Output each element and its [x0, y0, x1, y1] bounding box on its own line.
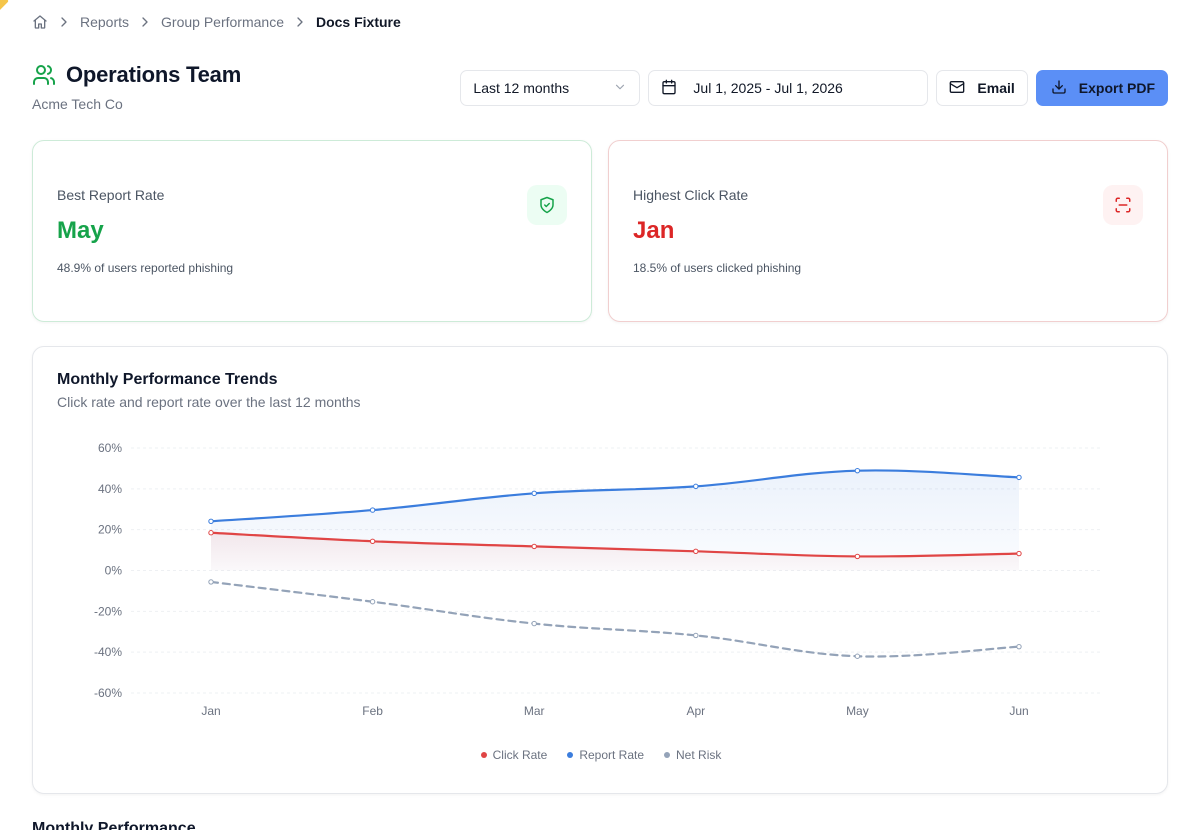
email-button[interactable]: Email	[936, 70, 1028, 106]
series-line-click-rate	[209, 531, 1021, 558]
toolbar: Last 12 months Jul 1, 2025 - Jul 1, 2026…	[460, 70, 1168, 106]
legend-dot	[567, 752, 574, 758]
data-point-net-risk	[854, 653, 861, 659]
legend-label: Click Rate	[492, 748, 548, 762]
export-pdf-label: Export PDF	[1078, 80, 1155, 96]
series-line-report-rate	[209, 469, 1021, 523]
breadcrumb: Reports Group Performance Docs Fixture	[32, 12, 401, 32]
x-tick-label: Jun	[1009, 704, 1028, 718]
data-point-click-rate	[208, 530, 214, 536]
breadcrumb-reports[interactable]: Reports	[80, 14, 130, 30]
data-point-report-rate	[854, 467, 861, 474]
x-tick-label: Mar	[524, 704, 545, 718]
home-icon[interactable]	[32, 14, 48, 30]
x-tick-label: Jan	[201, 704, 220, 718]
monthly-trends-card: Monthly Performance Trends Click rate an…	[32, 346, 1168, 794]
chart-title: Monthly Performance Trends	[57, 371, 278, 388]
download-icon	[1051, 79, 1067, 98]
export-pdf-button[interactable]: Export PDF	[1035, 70, 1168, 106]
chevron-right-icon	[137, 14, 153, 30]
y-tick-label: 40%	[98, 482, 122, 496]
page-header: Operations Team Acme Tech Co	[32, 62, 241, 112]
highest-click-rate-value: Jan	[633, 217, 675, 244]
series-line-net-risk	[209, 580, 1021, 658]
y-tick-label: 0%	[105, 564, 123, 578]
legend-dot	[664, 752, 671, 758]
legend-item-report-rate[interactable]: Report Rate	[567, 748, 644, 762]
x-tick-label: May	[846, 704, 869, 718]
data-point-report-rate	[693, 483, 699, 490]
chart-legend: Click Rate Report Rate Net Risk	[33, 748, 1169, 762]
series-area-report-rate	[211, 470, 1019, 571]
page-title: Operations Team	[66, 62, 242, 87]
data-point-net-risk	[531, 620, 537, 627]
breadcrumb-group-performance[interactable]: Group Performance	[161, 14, 284, 30]
calendar-icon	[661, 79, 677, 98]
data-point-report-rate	[369, 507, 376, 513]
data-point-click-rate	[531, 543, 537, 550]
monthly-performance-heading: Monthly Performance	[32, 820, 196, 830]
period-select-value: Last 12 months	[473, 80, 570, 96]
legend-label: Net Risk	[676, 748, 722, 762]
data-point-click-rate	[369, 538, 376, 545]
data-point-net-risk	[369, 599, 376, 605]
chevron-down-icon	[613, 80, 627, 97]
chevron-right-icon	[56, 14, 72, 30]
period-select[interactable]: Last 12 months	[460, 70, 641, 106]
data-point-report-rate	[208, 518, 214, 524]
date-range-picker[interactable]: Jul 1, 2025 - Jul 1, 2026	[648, 70, 929, 106]
data-point-report-rate	[531, 490, 537, 497]
x-tick-label: Feb	[362, 704, 383, 718]
data-point-click-rate	[854, 553, 861, 560]
email-button-label: Email	[977, 80, 1015, 96]
chevron-right-icon	[292, 14, 308, 30]
breadcrumb-current: Docs Fixture	[315, 14, 401, 30]
best-report-rate-label: Best Report Rate	[57, 187, 165, 203]
date-range-value: Jul 1, 2025 - Jul 1, 2026	[693, 80, 843, 96]
data-point-click-rate	[693, 548, 699, 555]
mail-icon	[949, 79, 965, 98]
highest-click-rate-card: Highest Click Rate Jan 18.5% of users cl…	[608, 140, 1168, 322]
best-report-rate-value: May	[57, 217, 104, 244]
y-tick-label: 60%	[98, 441, 122, 455]
x-tick-label: Apr	[686, 704, 705, 718]
legend-item-click-rate[interactable]: Click Rate	[480, 748, 548, 762]
highest-click-rate-label: Highest Click Rate	[633, 187, 749, 203]
best-report-rate-card: Best Report Rate May 48.9% of users repo…	[32, 140, 592, 322]
data-point-net-risk	[1016, 643, 1022, 650]
corner-accent	[0, 0, 9, 11]
highest-click-rate-desc: 18.5% of users clicked phishing	[633, 261, 802, 275]
shield-check-icon	[527, 185, 567, 225]
legend-dot	[480, 752, 487, 758]
data-point-net-risk	[693, 632, 699, 639]
organization-name: Acme Tech Co	[32, 96, 123, 112]
data-point-net-risk	[208, 579, 214, 585]
scan-icon	[1103, 185, 1143, 225]
best-report-rate-desc: 48.9% of users reported phishing	[57, 261, 234, 275]
y-tick-label: 20%	[98, 523, 122, 537]
data-point-report-rate	[1016, 474, 1022, 481]
y-tick-label: -60%	[94, 686, 122, 700]
y-tick-label: -40%	[94, 645, 122, 659]
legend-item-net-risk[interactable]: Net Risk	[664, 748, 721, 762]
legend-label: Report Rate	[579, 748, 645, 762]
chart-subtitle: Click rate and report rate over the last…	[57, 394, 361, 410]
data-point-click-rate	[1016, 550, 1022, 557]
performance-line-chart: 60% 40% 20% 0% -20% -40% -60% Jan Feb Mar Apr May Ju…	[94, 441, 1101, 718]
users-icon	[32, 63, 56, 87]
y-tick-label: -20%	[94, 604, 122, 618]
